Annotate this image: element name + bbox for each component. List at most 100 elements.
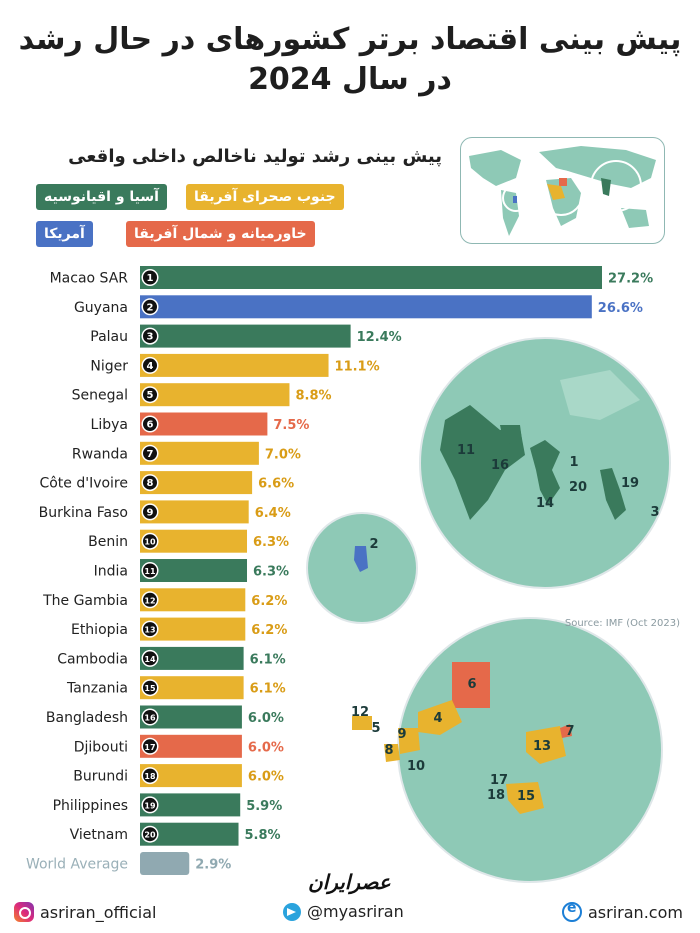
map-marker-label: 3	[650, 505, 659, 520]
rank-number: 7	[147, 449, 154, 460]
rank-badge-inner	[143, 387, 157, 402]
category-label: Guyana	[74, 300, 128, 316]
bar	[140, 764, 242, 788]
bar	[140, 646, 244, 670]
rank-badge-inner	[143, 329, 157, 344]
map-marker-label: 17	[490, 773, 508, 788]
rank-badge-inner	[143, 651, 157, 666]
website-link[interactable]: asriran.com	[562, 900, 683, 922]
rank-number: 19	[144, 801, 156, 810]
globe-e-icon	[562, 900, 582, 922]
bar	[140, 734, 242, 758]
bar	[140, 266, 602, 289]
bar	[140, 705, 242, 729]
category-label: Cambodia	[57, 651, 128, 667]
source-note: Source: IMF (Oct 2023)	[564, 618, 680, 629]
westafrica-shape-b	[384, 744, 400, 762]
bar	[140, 793, 241, 817]
brand-logo: عصرایران	[308, 870, 391, 894]
map-marker-label: 18	[487, 788, 505, 803]
map-marker-label: 10	[407, 759, 425, 774]
map-marker-label: 15	[517, 789, 535, 804]
value-label: 5.9%	[246, 799, 282, 814]
category-label: Niger	[90, 358, 128, 374]
bangladesh-shape	[500, 425, 522, 445]
map-marker-label: 7	[565, 724, 574, 739]
value-label: 6.3%	[253, 565, 289, 580]
bar	[140, 295, 592, 319]
category-label: Philippines	[53, 798, 128, 814]
category-label: Rwanda	[72, 446, 128, 462]
bar	[140, 353, 329, 377]
senegal-shape	[352, 716, 372, 730]
rank-number: 20	[144, 831, 156, 840]
map-marker-label: 1	[569, 455, 578, 470]
rank-badge-inner	[143, 270, 157, 285]
bar	[140, 471, 253, 495]
telegram-handle[interactable]: @myasriran	[283, 902, 404, 921]
tanzania-shape	[506, 782, 544, 814]
category-label: Libya	[91, 417, 128, 433]
rank-badge-inner	[143, 680, 157, 695]
value-label: 11.1%	[335, 359, 380, 374]
rank-number: 15	[144, 684, 156, 693]
value-label: 7.5%	[273, 418, 309, 433]
map-marker-label: 16	[491, 458, 509, 473]
category-label: Vietnam	[70, 827, 128, 843]
niger-shape	[418, 700, 462, 735]
rank-badge-inner	[143, 768, 157, 783]
instagram-text: asriran_official	[40, 902, 157, 922]
bar	[140, 822, 239, 846]
telegram-icon	[283, 902, 301, 921]
rank-badge-inner	[143, 622, 157, 637]
instagram-icon	[14, 902, 34, 922]
category-label: India	[94, 564, 128, 580]
map-marker-label: 9	[397, 727, 406, 742]
category-label: Burkina Faso	[39, 505, 128, 521]
region-maps	[306, 337, 671, 883]
category-label: Ethiopia	[71, 622, 128, 638]
bar	[140, 324, 351, 348]
legend-asia: آسیا و اقیانوسیه	[36, 184, 167, 210]
bar	[140, 617, 246, 641]
rank-badge-inner	[143, 710, 157, 724]
value-label: 6.2%	[251, 594, 287, 609]
category-label: Benin	[88, 534, 128, 550]
map-marker-label: 14	[536, 496, 554, 511]
legend-americas: آمریکا	[36, 221, 93, 247]
djibouti-shape	[560, 724, 572, 738]
map-labels-layer: 11 16 1 20 14 19 3 2 6 125 4 98 10 17 13 7 18 15	[351, 443, 660, 804]
rank-number: 18	[144, 772, 156, 781]
map-marker-label: 12	[351, 705, 369, 720]
value-label: 6.0%	[248, 770, 284, 785]
map-marker-label: 6	[467, 677, 476, 692]
value-label: 12.4%	[357, 330, 402, 345]
value-label: 6.0%	[248, 711, 284, 726]
value-label: 27.2%	[608, 272, 653, 287]
map-marker-label: 4	[433, 711, 442, 726]
rank-number: 14	[144, 655, 156, 664]
bar	[140, 852, 190, 875]
rank-number: 8	[147, 478, 154, 489]
rank-number: 12	[144, 596, 155, 605]
rank-badge-inner	[143, 797, 157, 812]
value-label: 6.1%	[250, 652, 286, 667]
rank-badge-inner	[143, 475, 157, 490]
category-label: World Average	[26, 857, 128, 873]
instagram-handle[interactable]: asriran_official	[14, 902, 156, 922]
title-line-1: پیش بینی اقتصاد برتر کشورهای در حال رشد	[18, 22, 682, 57]
rank-badge-inner	[143, 563, 157, 578]
category-label: Macao SAR	[50, 271, 129, 287]
telegram-text: @myasriran	[307, 902, 404, 921]
title-line-2: در سال 2024	[248, 62, 452, 97]
value-label: 6.0%	[248, 740, 284, 755]
bar	[140, 412, 268, 436]
rank-number: 9	[147, 507, 154, 518]
libya-shape	[452, 662, 490, 708]
map-marker-label: 2	[369, 537, 378, 552]
value-label: 8.8%	[295, 389, 331, 404]
rank-badge-inner	[143, 739, 157, 754]
rank-badge-inner	[143, 446, 157, 461]
rank-number: 13	[144, 626, 155, 635]
